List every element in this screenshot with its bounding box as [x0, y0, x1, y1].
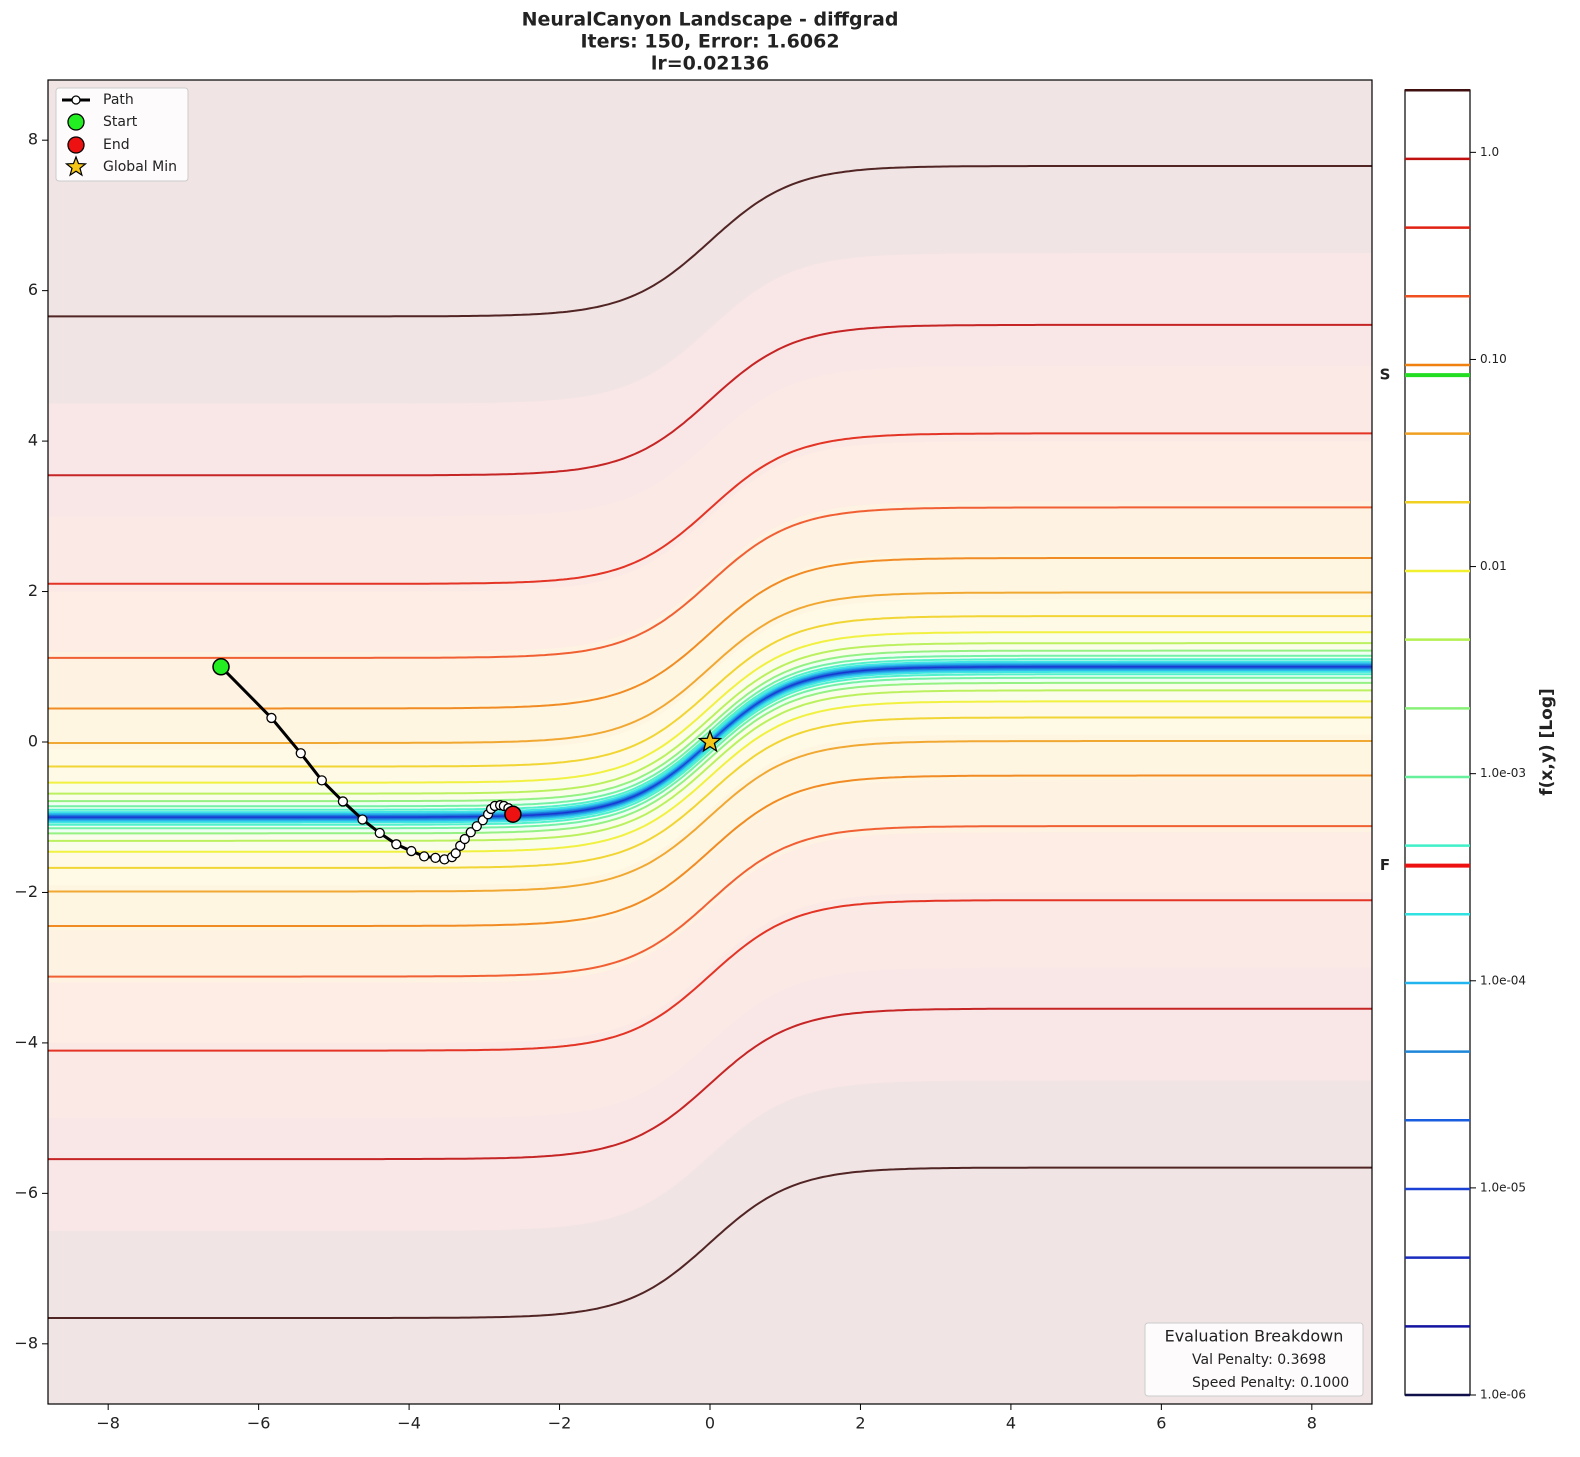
contour-line — [48, 631, 1372, 784]
x-tick-label: −8 — [96, 1414, 120, 1433]
colorbar-frame — [1404, 89, 1471, 1396]
contour-line — [48, 557, 1372, 710]
contour-line — [48, 506, 1372, 659]
contour-line — [48, 774, 1372, 927]
colorbar-label: f(x,y) [Log] — [1537, 688, 1557, 796]
evaluation-title: Evaluation Breakdown — [1165, 1327, 1344, 1346]
path-point — [357, 814, 368, 825]
contour-line — [48, 673, 1372, 826]
contour-line — [48, 899, 1372, 1052]
path-point — [316, 775, 327, 786]
path-point — [266, 712, 277, 724]
legend-swatch — [64, 155, 88, 177]
colorbar-tick-label: 1.0e-06 — [1480, 1388, 1526, 1402]
path-point — [418, 851, 430, 862]
contour-line — [48, 716, 1372, 869]
end-marker — [504, 805, 522, 823]
legend-label: Start — [103, 114, 138, 130]
x-tick-label: −6 — [247, 1414, 271, 1433]
global-min-marker — [697, 729, 723, 753]
contour-line — [48, 676, 1372, 830]
contour-line — [48, 649, 1372, 803]
x-tick-label: −4 — [397, 1414, 421, 1433]
contour-line — [48, 740, 1372, 893]
x-tick-label: −2 — [548, 1414, 572, 1433]
evaluation-box — [1144, 1322, 1364, 1397]
evaluation-line: Val Penalty: 0.3698 — [1192, 1352, 1326, 1368]
legend-swatch — [71, 95, 81, 105]
legend-label: End — [103, 137, 130, 153]
x-tick-label: 8 — [1307, 1414, 1317, 1433]
contour-line — [48, 591, 1372, 744]
start-marker — [212, 658, 230, 676]
contour-line — [48, 825, 1372, 978]
chart-title: NeuralCanyon Landscape - diffgrad — [522, 9, 899, 31]
contour-line — [48, 323, 1372, 477]
path-point — [430, 852, 441, 863]
colorbar-tick-label: 1.0 — [1480, 145, 1499, 159]
contour-line — [48, 700, 1372, 853]
y-tick-label: −4 — [14, 1032, 38, 1051]
contour-line — [48, 432, 1372, 585]
path-point — [391, 839, 402, 850]
y-tick-label: −2 — [14, 882, 38, 901]
path-point — [459, 833, 470, 845]
colorbar-marker-label: S — [1380, 366, 1391, 384]
chart-title: Iters: 150, Error: 1.6062 — [580, 31, 839, 53]
path-point — [471, 821, 482, 832]
colorbar-tick-label: 1.0e-05 — [1480, 1180, 1526, 1194]
y-tick-label: 2 — [28, 581, 38, 600]
contour-line — [48, 689, 1372, 842]
contour-line — [48, 642, 1372, 795]
marks — [212, 658, 723, 865]
x-tick-label: 0 — [705, 1414, 715, 1433]
path-point — [406, 845, 417, 857]
y-tick-label: 0 — [28, 732, 38, 751]
x-tick-label: 4 — [1006, 1414, 1016, 1433]
path-point — [337, 796, 349, 807]
y-tick-label: 8 — [28, 130, 38, 149]
legend-box — [55, 87, 189, 182]
contour-line — [48, 681, 1372, 835]
y-tick-label: −6 — [14, 1183, 38, 1202]
contour-line — [48, 1166, 1372, 1319]
contour-line — [48, 1007, 1372, 1161]
x-tick-label: 2 — [855, 1414, 865, 1433]
colorbar-tick-label: 0.10 — [1480, 352, 1507, 366]
legend-swatch — [67, 136, 85, 154]
chart-title: lr=0.02136 — [651, 53, 769, 75]
contour-line — [48, 165, 1372, 318]
path-point — [450, 848, 461, 859]
y-tick-label: 6 — [28, 280, 38, 299]
path-point — [295, 748, 306, 759]
colorbar-tick-label: 0.01 — [1480, 559, 1507, 573]
colorbar-marker-label: F — [1380, 856, 1390, 874]
legend-label: Path — [103, 92, 134, 108]
path-point — [465, 827, 476, 838]
y-tick-label: −8 — [14, 1333, 38, 1352]
legend-label: Global Min — [103, 159, 177, 175]
colorbar-tick-label: 1.0e-04 — [1480, 973, 1526, 987]
y-tick-label: 4 — [28, 431, 38, 450]
x-tick-label: 6 — [1156, 1414, 1166, 1433]
evaluation-line: Speed Penalty: 0.1000 — [1192, 1375, 1349, 1391]
path-point — [374, 827, 385, 839]
contour-line — [48, 615, 1372, 768]
legend-swatch — [67, 113, 85, 131]
colorbar-tick-label: 1.0e-03 — [1480, 766, 1526, 780]
